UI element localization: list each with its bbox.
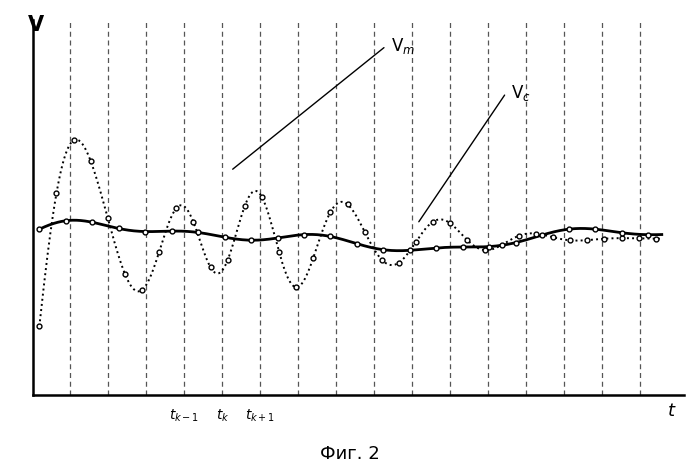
Text: $t_{k+1}$: $t_{k+1}$ — [245, 408, 275, 424]
Text: V: V — [28, 16, 44, 35]
Text: t: t — [668, 402, 675, 420]
Text: V$_m$: V$_m$ — [391, 36, 415, 56]
Text: V$_c$: V$_c$ — [510, 83, 531, 103]
Text: $t_{k}$: $t_{k}$ — [215, 408, 229, 424]
Text: Фиг. 2: Фиг. 2 — [319, 445, 380, 463]
Text: $t_{k-1}$: $t_{k-1}$ — [169, 408, 199, 424]
